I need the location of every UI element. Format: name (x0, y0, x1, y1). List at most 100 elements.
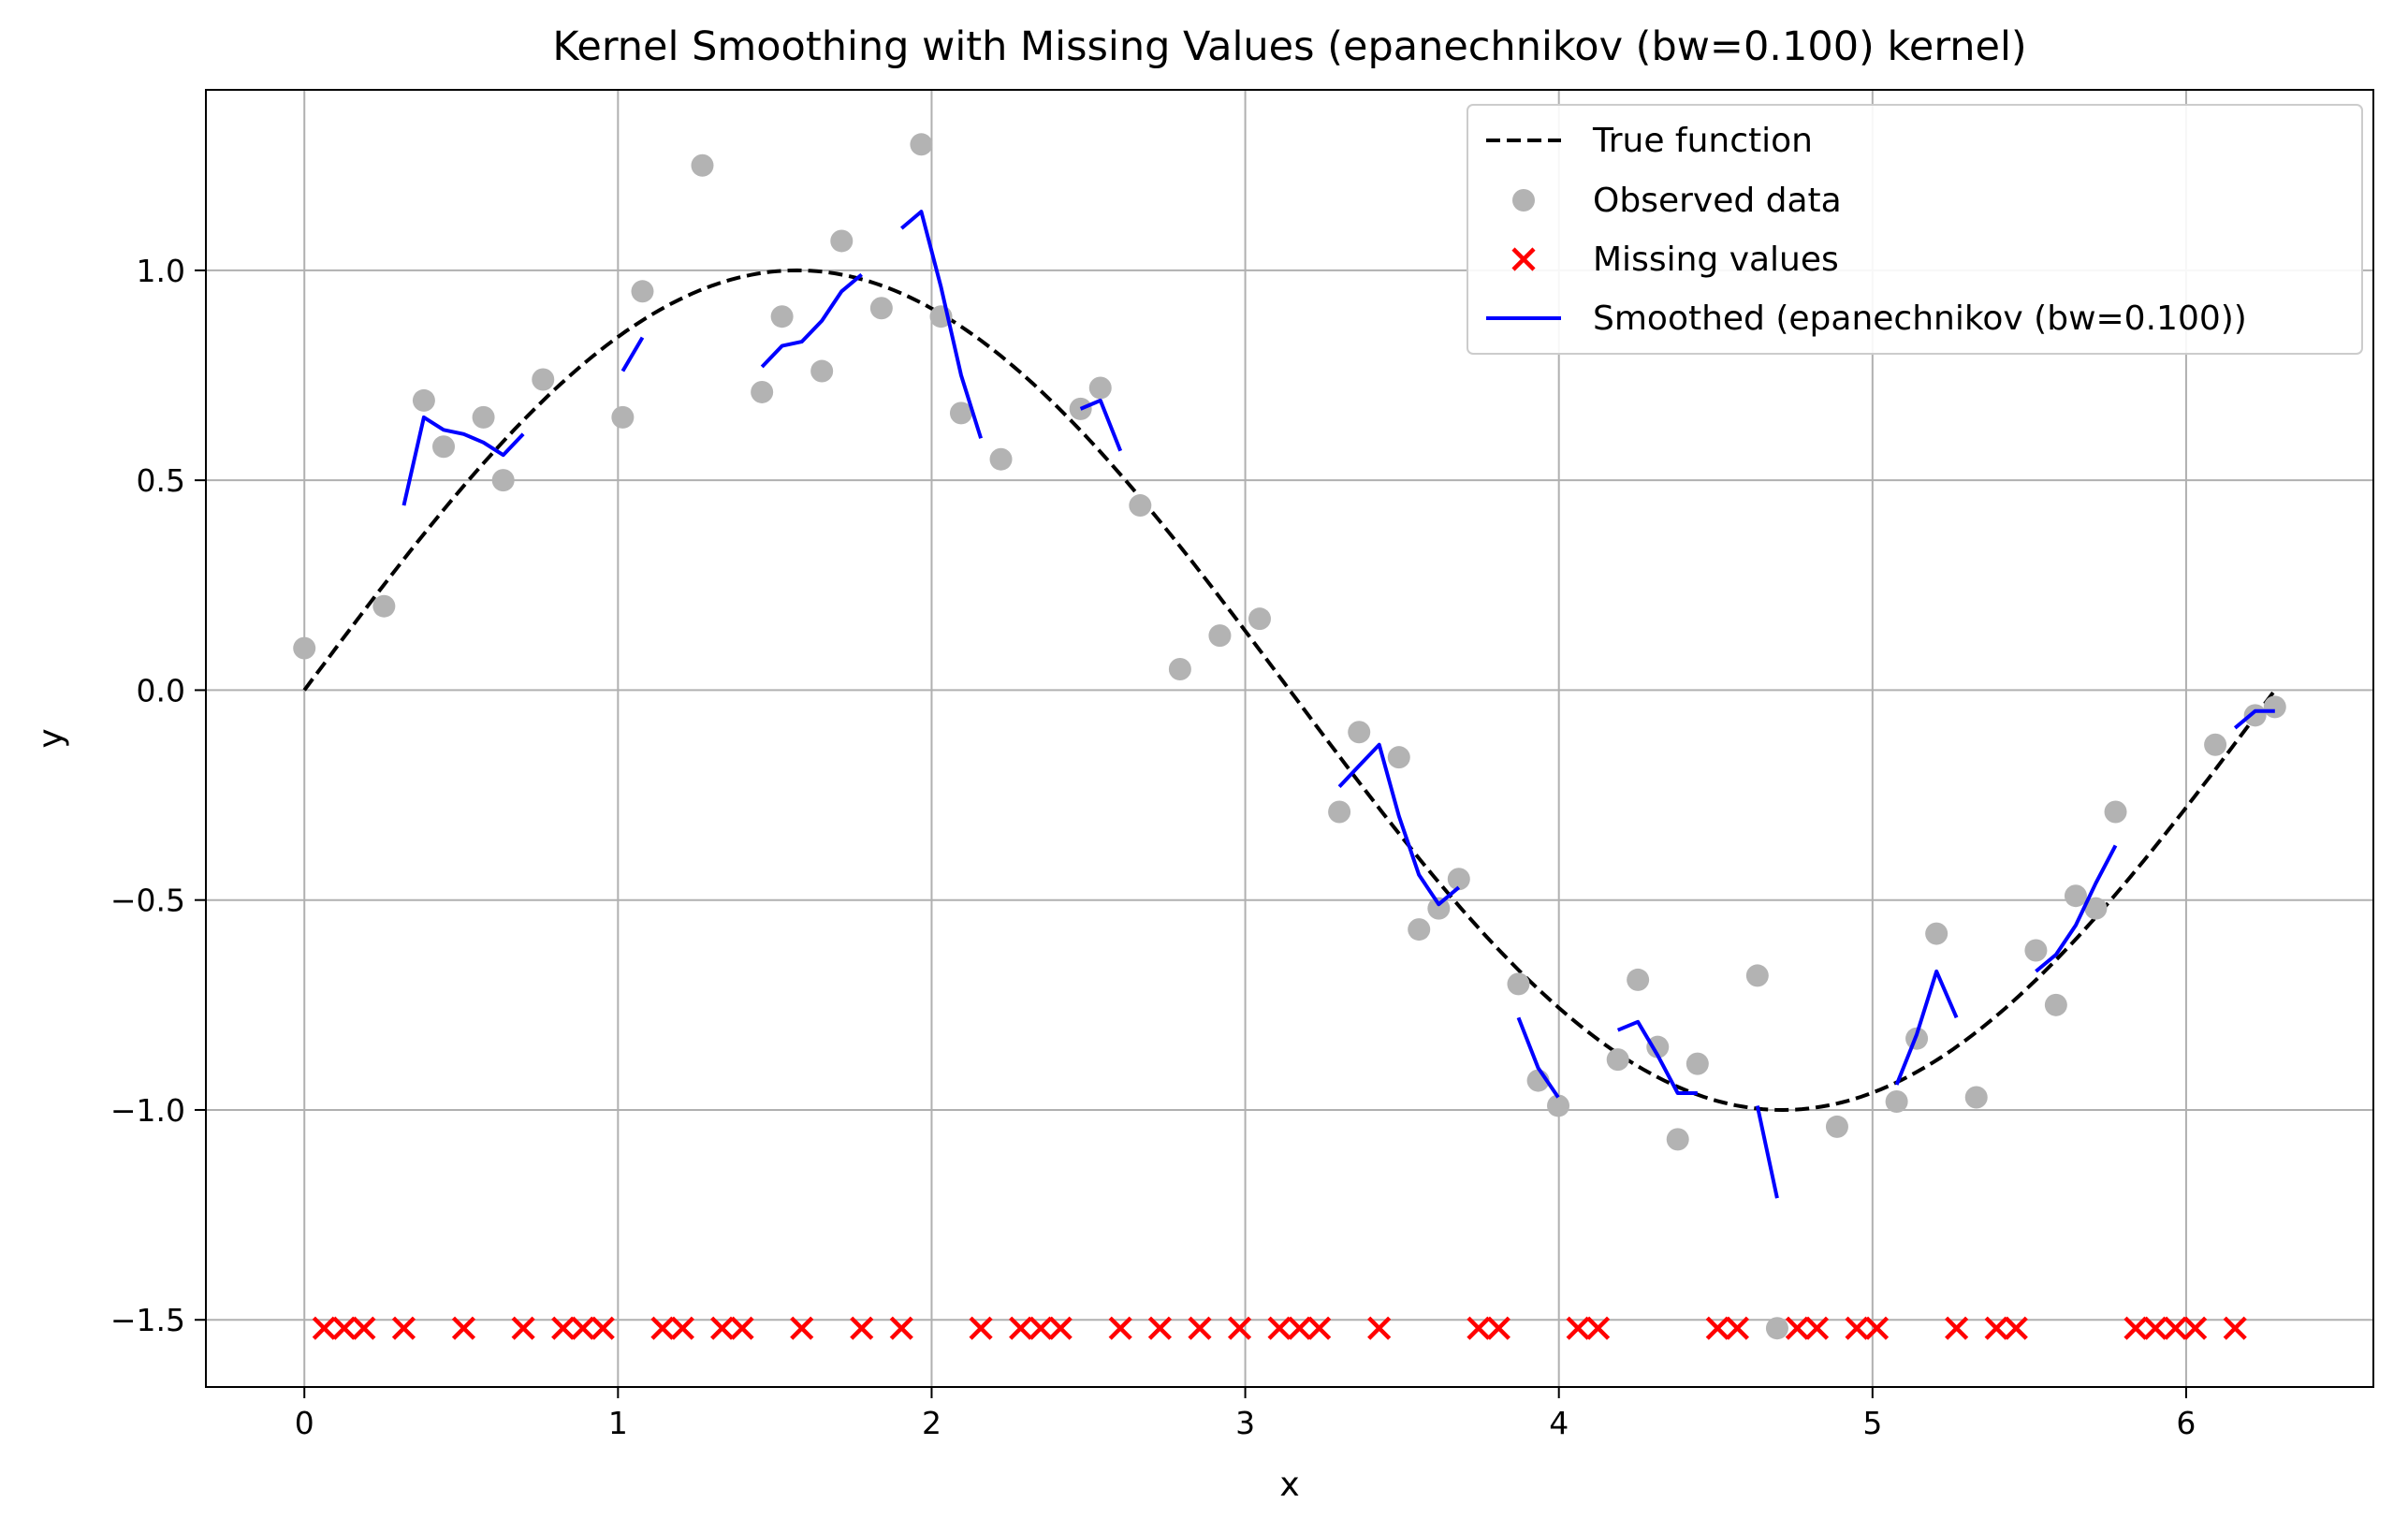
missing-value-marker (2123, 1316, 2148, 1340)
observed-point (1964, 1086, 1988, 1109)
missing-value-marker (1367, 1316, 1392, 1340)
observed-point (1666, 1128, 1689, 1151)
missing-value-marker (391, 1316, 416, 1340)
observed-point (1088, 376, 1112, 400)
missing-value-marker (352, 1316, 376, 1340)
missing-value-marker (1585, 1316, 1611, 1340)
smoothed-line-segment (2035, 844, 2118, 973)
missing-value-marker (1188, 1316, 1212, 1340)
y-axis-label: y (32, 728, 70, 748)
missing-value-marker (451, 1316, 476, 1340)
observed-point (2024, 939, 2048, 962)
missing-value-marker (591, 1316, 615, 1340)
observed-point (1168, 657, 1191, 680)
missing-value-marker (730, 1316, 754, 1340)
missing-value-marker (1705, 1316, 1729, 1340)
missing-value-marker (1864, 1316, 1890, 1340)
y-tick-label: −1.5 (110, 1302, 185, 1338)
missing-value-marker (511, 1316, 535, 1340)
legend-label: Observed data (1593, 182, 1842, 220)
observed-point (2084, 897, 2108, 920)
missing-value-marker (1287, 1316, 1312, 1340)
legend-circle-swatch (1512, 189, 1535, 212)
observed-point (293, 636, 316, 660)
observed-point (1328, 800, 1351, 824)
observed-point (472, 405, 495, 429)
observed-point (1765, 1317, 1788, 1340)
missing-value-marker (650, 1316, 675, 1340)
y-tick-label: −0.5 (110, 883, 185, 919)
legend-item-true-function: True function (1486, 122, 1813, 160)
missing-value-marker (1845, 1316, 1869, 1340)
observed-point (910, 133, 933, 156)
missing-value-marker (1147, 1316, 1173, 1340)
x-axis: 0 1 2 3 4 5 6 (295, 1387, 2196, 1441)
observed-point (1627, 968, 1650, 991)
missing-value-marker (2163, 1316, 2188, 1340)
observed-point (949, 402, 972, 425)
observed-point (611, 405, 635, 429)
observed-point (869, 297, 893, 320)
x-axis-label: x (1279, 1466, 1299, 1504)
observed-point (1745, 964, 1769, 987)
smoothed-series (401, 210, 2275, 1199)
smoothed-line-segment (620, 336, 645, 372)
observed-point (691, 153, 714, 177)
observed-point (770, 305, 794, 328)
observed-point (1885, 1089, 1908, 1113)
observed-point (2044, 993, 2067, 1016)
legend-item-smoothed: Smoothed (epanechnikov (bw=0.100)) (1486, 299, 2247, 338)
y-axis: −1.5 −1.0 −0.5 0.0 0.5 1.0 (110, 253, 206, 1338)
legend-label: True function (1592, 122, 1813, 160)
observed-point (2263, 695, 2286, 719)
missing-value-marker (2223, 1316, 2247, 1340)
missing-value-marker (1467, 1316, 1491, 1340)
observed-point (631, 280, 654, 303)
observed-point (1507, 972, 1530, 996)
x-tick-label: 4 (1549, 1405, 1569, 1441)
smoothed-line-segment (760, 272, 863, 369)
observed-point (1427, 897, 1451, 920)
observed-point (1129, 494, 1152, 518)
missing-value-marker (1009, 1316, 1033, 1340)
grid (206, 90, 2373, 1387)
missing-value-marker (1048, 1316, 1073, 1340)
observed-point (2204, 733, 2227, 756)
smoothed-line-segment (401, 415, 525, 506)
observed-point (751, 380, 774, 403)
smoothed-line-segment (1755, 1105, 1779, 1199)
missing-value-marker (1227, 1316, 1252, 1340)
missing-value-marker (1566, 1316, 1590, 1340)
missing-value-marker (1984, 1316, 2008, 1340)
missing-value-marker (670, 1316, 694, 1340)
observed-point (491, 469, 515, 492)
x-tick-label: 6 (2176, 1405, 2196, 1441)
legend-x-marker-swatch (1511, 247, 1536, 271)
observed-point (1208, 624, 1232, 648)
missing-value-marker (1486, 1316, 1510, 1340)
observed-point (1447, 868, 1470, 891)
legend-label: Missing values (1593, 241, 1839, 279)
smoothed-line-segment (1516, 1016, 1560, 1099)
y-tick-label: 0.5 (137, 462, 185, 499)
observed-point (532, 368, 555, 391)
observed-point (372, 594, 396, 618)
missing-value-marker (1108, 1316, 1132, 1340)
x-tick-label: 2 (922, 1405, 941, 1441)
missing-value-marker (790, 1316, 814, 1340)
legend-item-missing-values: Missing values (1511, 241, 1839, 279)
observed-point (2104, 800, 2127, 824)
observed-point (989, 447, 1013, 471)
missing-value-marker (710, 1316, 735, 1340)
observed-point (830, 229, 854, 253)
x-tick-label: 1 (608, 1405, 628, 1441)
missing-value-marker (889, 1316, 913, 1340)
missing-value-marker (1307, 1316, 1332, 1340)
observed-point (1925, 922, 1948, 945)
observed-data-series (293, 133, 2286, 1340)
plot-frame (205, 89, 2374, 1388)
y-tick-label: 0.0 (137, 672, 185, 708)
observed-point (1547, 1094, 1570, 1117)
y-tick-label: −1.0 (110, 1092, 185, 1129)
observed-point (2064, 884, 2087, 908)
